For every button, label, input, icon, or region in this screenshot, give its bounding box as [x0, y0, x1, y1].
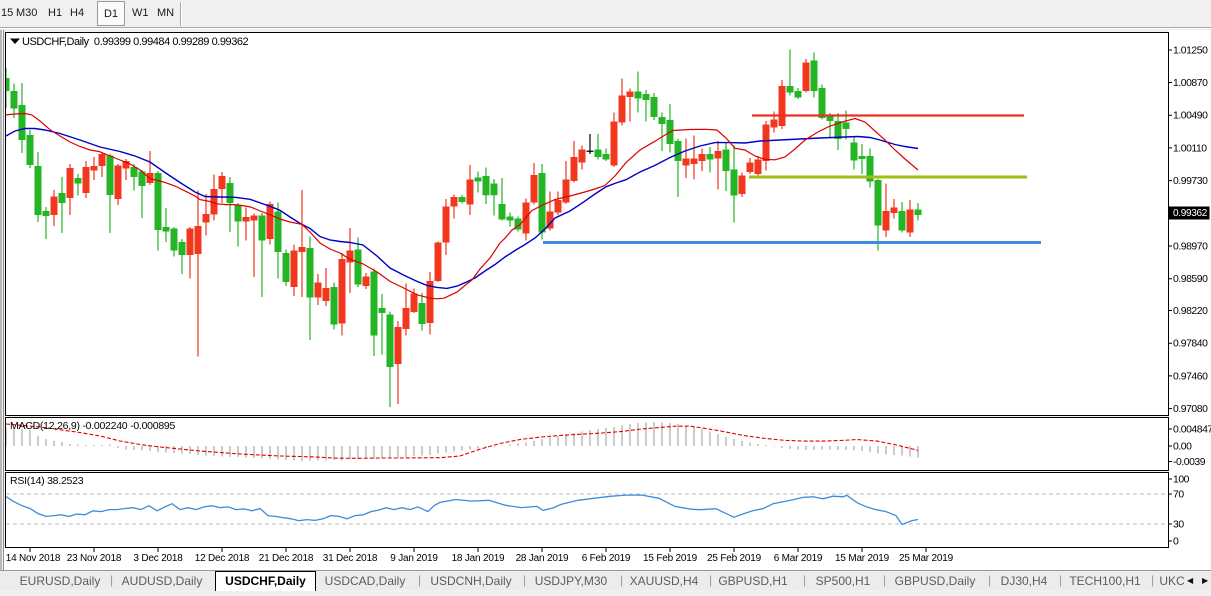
svg-text:15 Feb 2019: 15 Feb 2019	[643, 553, 698, 564]
svg-text:0.98970: 0.98970	[1173, 242, 1208, 253]
svg-text:6 Mar 2019: 6 Mar 2019	[774, 553, 823, 564]
svg-text:14 Nov 2018: 14 Nov 2018	[6, 553, 61, 564]
svg-text:1.00870: 1.00870	[1173, 78, 1208, 89]
svg-text:9 Jan 2019: 9 Jan 2019	[390, 553, 438, 564]
svg-text:18 Jan 2019: 18 Jan 2019	[452, 553, 505, 564]
svg-text:25 Mar 2019: 25 Mar 2019	[899, 553, 954, 564]
svg-text:23 Nov 2018: 23 Nov 2018	[67, 553, 122, 564]
svg-text:MACD(12,26,9) -0.002240 -0.000: MACD(12,26,9) -0.002240 -0.000895	[10, 420, 176, 432]
svg-text:0.98220: 0.98220	[1173, 306, 1208, 317]
svg-text:0.004847: 0.004847	[1173, 425, 1211, 436]
svg-text:15 Mar 2019: 15 Mar 2019	[835, 553, 890, 564]
svg-text:USDCHF,Daily 0.99399 0.99484: USDCHF,Daily 0.99399 0.99484 0.99289 0.9…	[22, 36, 249, 48]
svg-text:28 Jan 2019: 28 Jan 2019	[516, 553, 569, 564]
svg-text:0.99730: 0.99730	[1173, 176, 1208, 187]
svg-text:100: 100	[1173, 475, 1190, 486]
svg-text:6 Feb 2019: 6 Feb 2019	[582, 553, 631, 564]
svg-text:30: 30	[1173, 520, 1184, 531]
svg-text:0.97080: 0.97080	[1173, 404, 1208, 415]
svg-text:25 Feb 2019: 25 Feb 2019	[707, 553, 762, 564]
svg-text:0.99362: 0.99362	[1173, 208, 1208, 219]
svg-text:0.98590: 0.98590	[1173, 274, 1208, 285]
svg-text:1.00110: 1.00110	[1173, 143, 1207, 154]
svg-text:1.01250: 1.01250	[1173, 46, 1208, 57]
svg-text:21 Dec 2018: 21 Dec 2018	[259, 553, 314, 564]
svg-text:0.97840: 0.97840	[1173, 339, 1208, 350]
svg-text:RSI(14) 38.2523: RSI(14) 38.2523	[10, 475, 84, 487]
svg-text:3 Dec 2018: 3 Dec 2018	[133, 553, 183, 564]
svg-text:12 Dec 2018: 12 Dec 2018	[195, 553, 250, 564]
svg-text:-0.0039: -0.0039	[1173, 457, 1206, 468]
svg-text:0: 0	[1173, 537, 1179, 548]
svg-text:70: 70	[1173, 490, 1184, 501]
svg-text:0.00: 0.00	[1173, 442, 1192, 453]
svg-text:0.97460: 0.97460	[1173, 371, 1208, 382]
svg-text:31 Dec 2018: 31 Dec 2018	[323, 553, 378, 564]
svg-text:1.00490: 1.00490	[1173, 111, 1208, 122]
